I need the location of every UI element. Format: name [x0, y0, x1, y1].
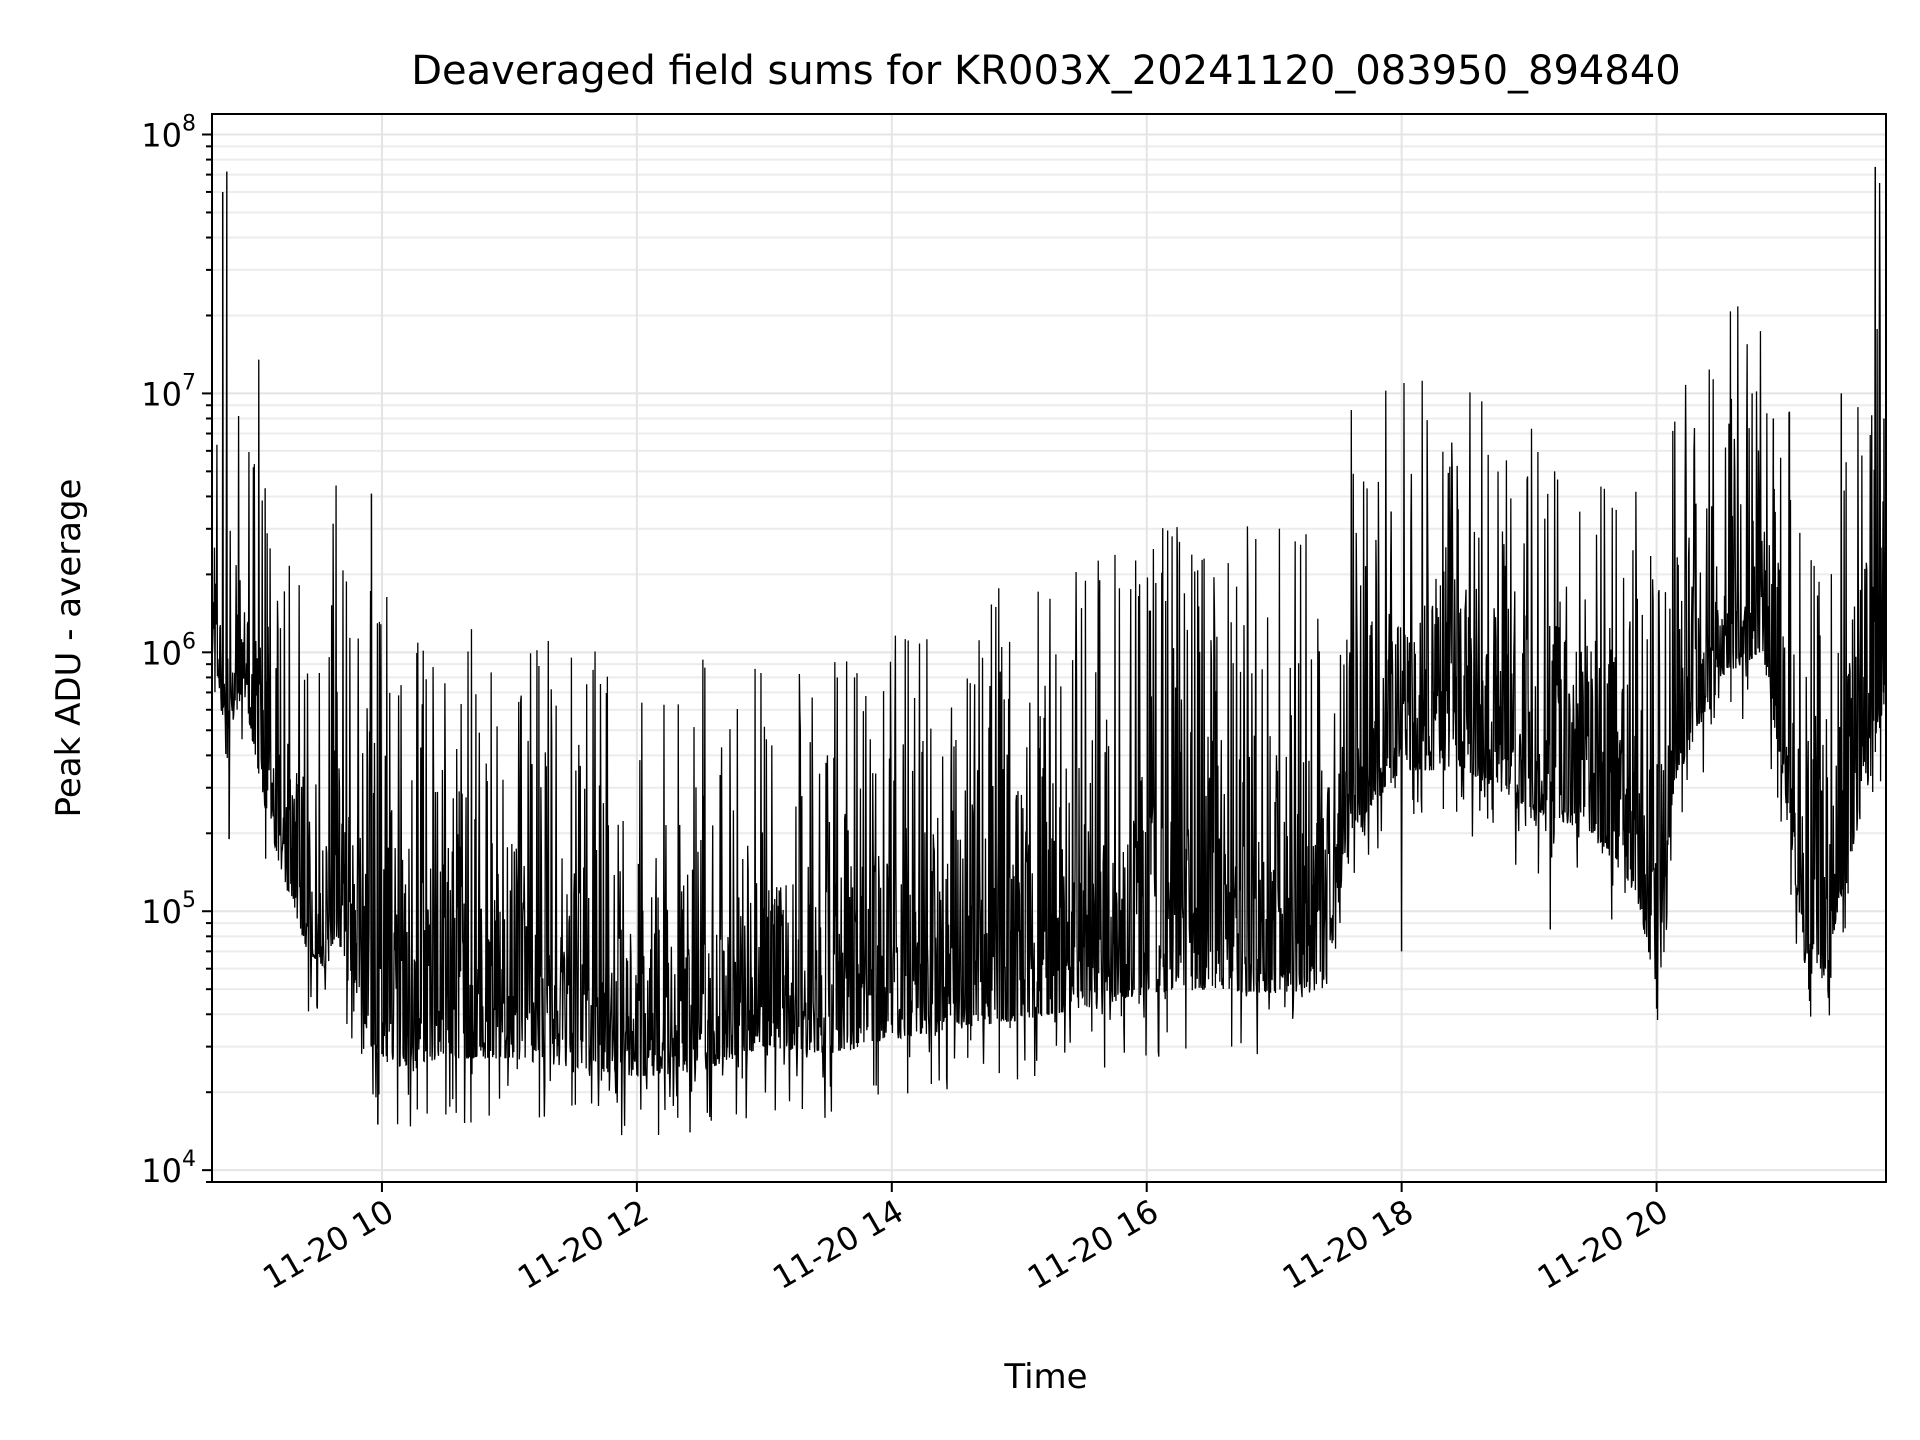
plot-area — [211, 166, 1887, 1136]
axes-frame — [211, 113, 1887, 1183]
x-axis-label: Time — [1003, 1357, 1087, 1397]
y-axis-label: Peak ADU - average — [49, 479, 89, 818]
y-tick-label: 106 — [141, 629, 196, 672]
y-axis: 104 105 106 107 108 — [141, 112, 212, 1190]
y-tick-label: 105 — [141, 888, 196, 931]
series-line — [211, 166, 1887, 1136]
y-tick-label: 104 — [141, 1147, 196, 1190]
y-tick-label: 108 — [141, 112, 196, 155]
y-tick-label: 107 — [141, 370, 196, 413]
chart-title: Deaveraged field sums for KR003X_2024112… — [411, 48, 1680, 94]
